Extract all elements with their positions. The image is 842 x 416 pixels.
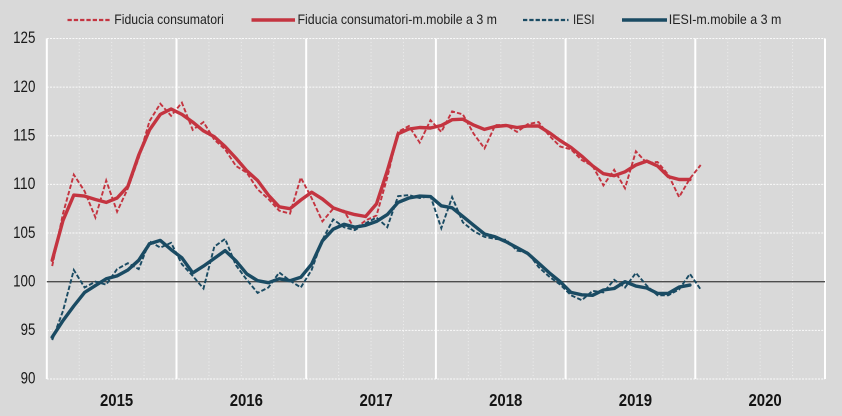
svg-text:90: 90 (21, 369, 36, 388)
svg-text:2017: 2017 (360, 390, 393, 410)
svg-text:100: 100 (13, 271, 35, 290)
svg-text:2018: 2018 (489, 390, 523, 410)
svg-text:95: 95 (21, 320, 36, 339)
svg-text:2015: 2015 (100, 390, 134, 410)
svg-text:110: 110 (13, 174, 35, 193)
svg-text:IESI-m.mobile a 3 m: IESI-m.mobile a 3 m (669, 12, 782, 27)
svg-text:Fiducia consumatori-m.mobile a: Fiducia consumatori-m.mobile a 3 m (298, 12, 498, 27)
svg-text:120: 120 (13, 77, 35, 96)
svg-text:115: 115 (13, 126, 35, 145)
svg-text:105: 105 (13, 223, 35, 242)
svg-text:IESI: IESI (573, 12, 595, 27)
svg-text:2019: 2019 (619, 390, 652, 410)
svg-text:2020: 2020 (749, 390, 782, 410)
svg-text:Fiducia consumatori: Fiducia consumatori (114, 12, 224, 27)
svg-text:125: 125 (13, 28, 35, 47)
svg-text:2016: 2016 (230, 390, 263, 410)
